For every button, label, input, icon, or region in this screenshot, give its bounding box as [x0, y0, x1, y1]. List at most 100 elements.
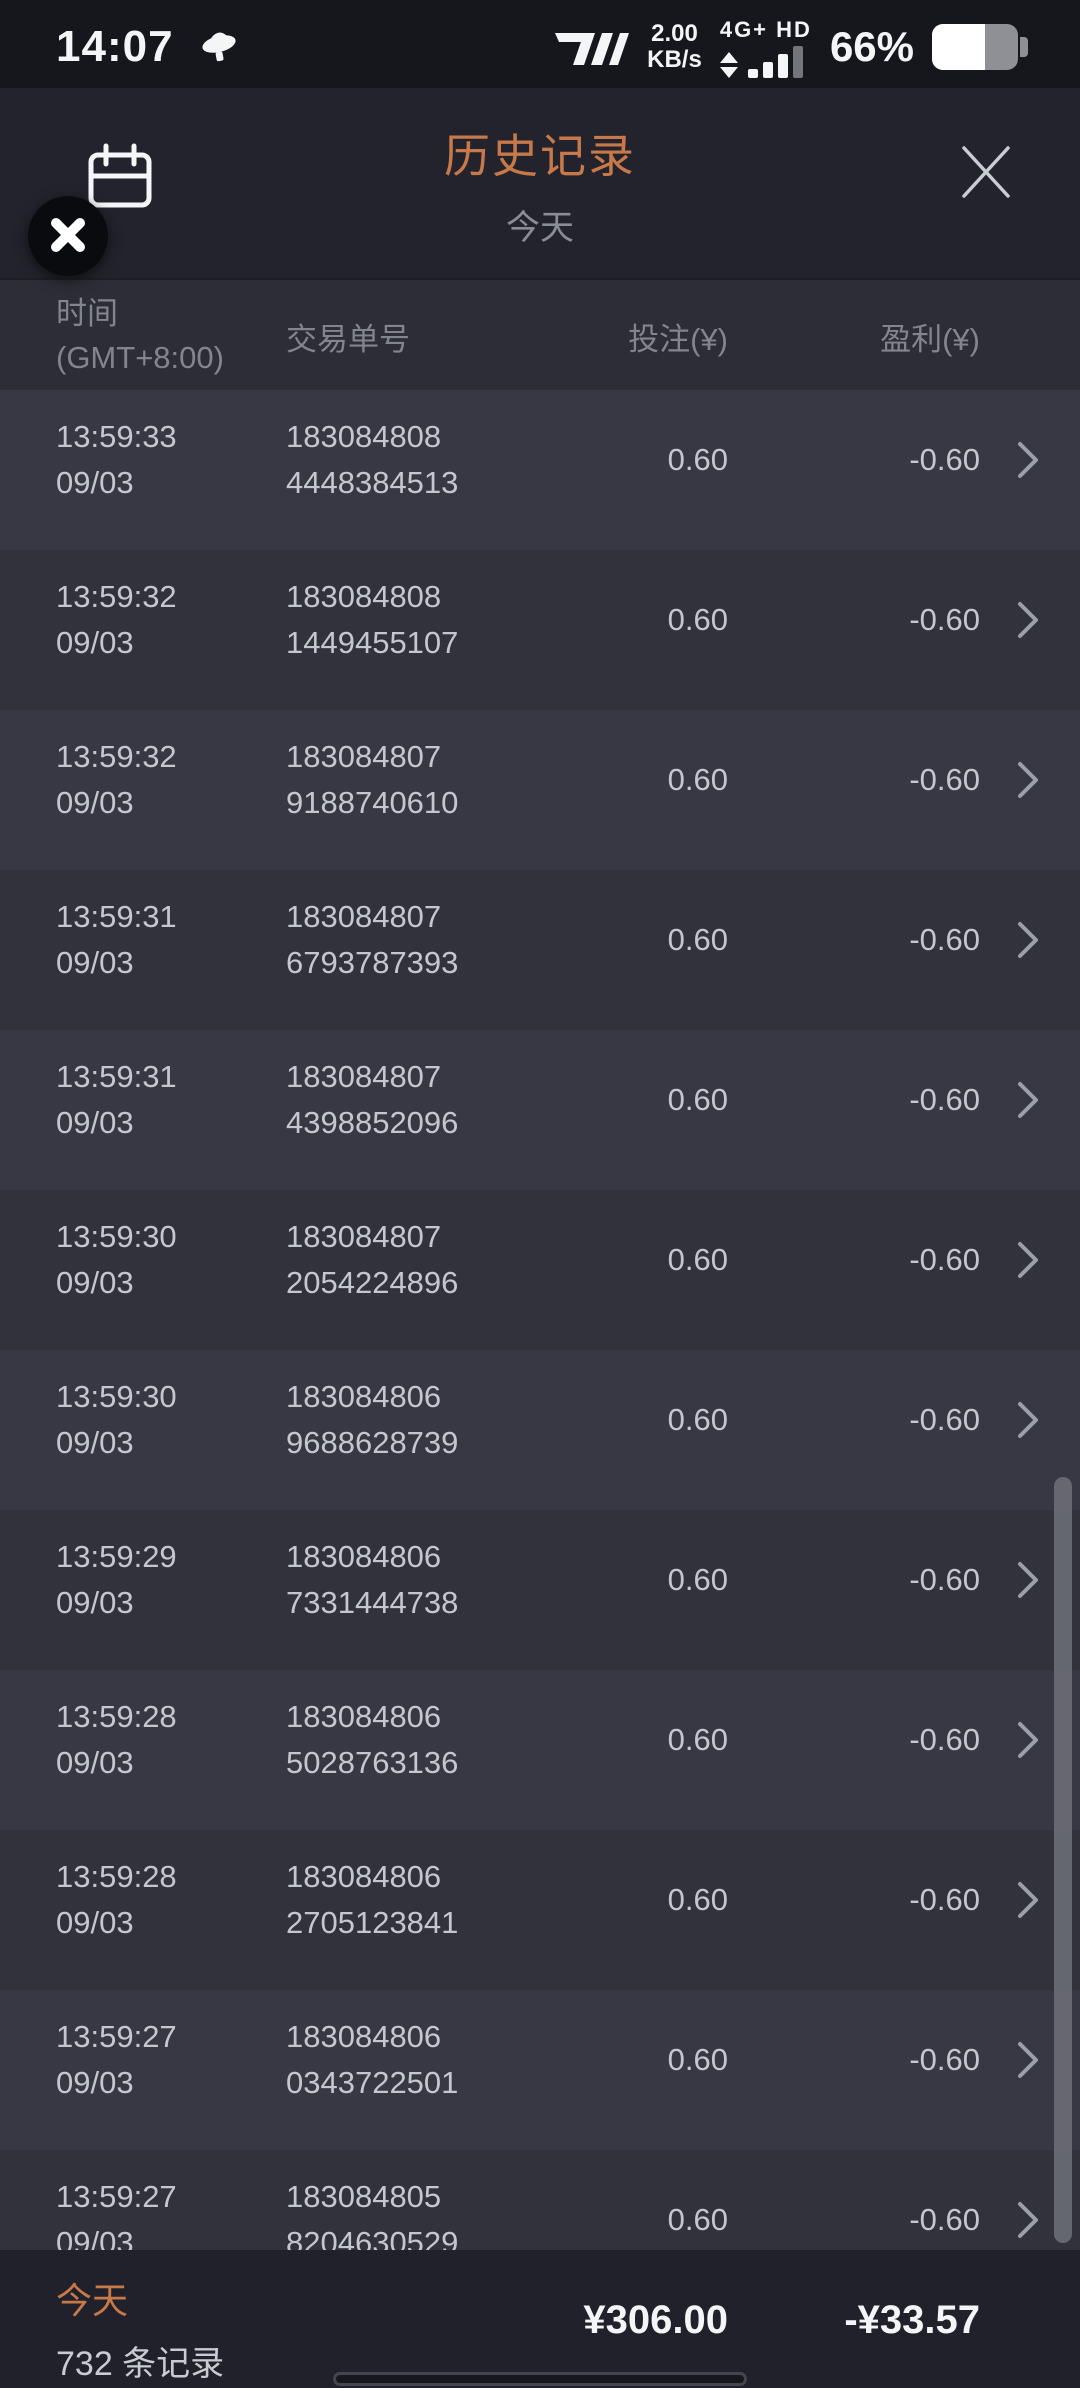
row-time: 13:59:32 09/03 [56, 739, 177, 820]
chevron-right-icon [980, 1214, 1040, 1306]
row-bet-amount: 0.60 [667, 602, 728, 637]
row-profit-amount: -0.60 [909, 762, 980, 797]
chevron-right-icon [980, 1054, 1040, 1146]
record-row[interactable]: 13:59:27 09/03 183084805 8204630529 0.60… [0, 2150, 1080, 2250]
chevron-right-icon [980, 1374, 1040, 1466]
close-button[interactable] [950, 136, 1022, 208]
row-bet-amount: 0.60 [667, 1082, 728, 1117]
row-order-number: 183084807 4398852096 [286, 1059, 459, 1140]
row-order-number: 183084806 9688628739 [286, 1379, 459, 1460]
row-order-number: 183084806 2705123841 [286, 1859, 459, 1940]
battery-percent: 66% [829, 23, 914, 70]
row-bet-amount: 0.60 [667, 922, 728, 957]
column-header-bet: 投注(¥) [628, 321, 728, 357]
row-order-number: 183084808 1449455107 [286, 579, 459, 660]
row-order-number: 183084807 9188740610 [286, 739, 459, 820]
row-time: 13:59:32 09/03 [56, 579, 177, 660]
record-row[interactable]: 13:59:28 09/03 183084806 2705123841 0.60… [0, 1830, 1080, 1990]
record-row[interactable]: 13:59:31 09/03 183084807 6793787393 0.60… [0, 870, 1080, 1030]
row-time: 13:59:27 09/03 [56, 2019, 177, 2100]
record-row[interactable]: 13:59:30 09/03 183084806 9688628739 0.60… [0, 1350, 1080, 1510]
chevron-right-icon [980, 574, 1040, 666]
row-order-number: 183084806 0343722501 [286, 2019, 459, 2100]
table-header: 时间 (GMT+8:00) 交易单号 投注(¥) 盈利(¥) [0, 278, 1080, 390]
row-time: 13:59:29 09/03 [56, 1539, 177, 1620]
chevron-right-icon [980, 894, 1040, 986]
record-row[interactable]: 13:59:33 09/03 183084808 4448384513 0.60… [0, 390, 1080, 550]
record-list: 13:59:33 09/03 183084808 4448384513 0.60… [0, 390, 1080, 2250]
row-order-number: 183084805 8204630529 [286, 2179, 459, 2250]
hd-label: HD [776, 16, 812, 42]
calendar-button[interactable] [84, 140, 156, 214]
row-order-number: 183084806 7331444738 [286, 1539, 459, 1620]
record-row[interactable]: 13:59:31 09/03 183084807 4398852096 0.60… [0, 1030, 1080, 1190]
row-order-number: 183084808 4448384513 [286, 419, 459, 500]
summary-day-label: 今天 [56, 2280, 129, 2321]
row-bet-amount: 0.60 [667, 1242, 728, 1277]
record-row[interactable]: 13:59:32 09/03 183084808 1449455107 0.60… [0, 550, 1080, 710]
record-row[interactable]: 13:59:29 09/03 183084806 7331444738 0.60… [0, 1510, 1080, 1670]
row-time: 13:59:31 09/03 [56, 1059, 177, 1140]
row-profit-amount: -0.60 [909, 1562, 980, 1597]
record-row[interactable]: 13:59:27 09/03 183084806 0343722501 0.60… [0, 1990, 1080, 2150]
row-time: 13:59:28 09/03 [56, 1699, 177, 1780]
floating-close-x-icon [50, 217, 86, 256]
home-indicator[interactable] [333, 2372, 747, 2386]
cellular-status: 4G+ HD [719, 16, 812, 78]
summary-bet-total: ¥306.00 [583, 2297, 728, 2342]
row-bet-amount: 0.60 [667, 442, 728, 477]
row-bet-amount: 0.60 [667, 1722, 728, 1757]
ufo-notification-icon [196, 24, 242, 71]
row-profit-amount: -0.60 [909, 922, 980, 957]
row-time: 13:59:30 09/03 [56, 1379, 177, 1460]
chevron-right-icon [980, 414, 1040, 506]
close-icon [950, 146, 1022, 211]
column-header-profit: 盈利(¥) [880, 321, 980, 357]
row-profit-amount: -0.60 [909, 2042, 980, 2077]
row-time: 13:59:33 09/03 [56, 419, 177, 500]
summary-bar: 今天 732 条记录 ¥306.00 -¥33.57 [0, 2250, 1080, 2388]
row-bet-amount: 0.60 [667, 1882, 728, 1917]
m-logo-icon [551, 17, 630, 78]
row-profit-amount: -0.60 [909, 602, 980, 637]
column-header-order: 交易单号 [286, 321, 410, 357]
page-subtitle: 今天 [506, 209, 574, 247]
row-profit-amount: -0.60 [909, 1882, 980, 1917]
row-bet-amount: 0.60 [667, 1562, 728, 1597]
row-profit-amount: -0.60 [909, 442, 980, 477]
chevron-right-icon [980, 1534, 1040, 1626]
record-row[interactable]: 13:59:32 09/03 183084807 9188740610 0.60… [0, 710, 1080, 870]
column-header-time: 时间 (GMT+8:00) [56, 296, 224, 375]
calendar-icon [84, 143, 156, 217]
network-type-label: 4G+ [719, 16, 769, 42]
summary-record-count: 732 条记录 [56, 2345, 225, 2383]
row-profit-amount: -0.60 [909, 2202, 980, 2237]
chevron-right-icon [980, 734, 1040, 826]
record-row[interactable]: 13:59:28 09/03 183084806 5028763136 0.60… [0, 1670, 1080, 1830]
signal-bars-icon [747, 45, 803, 78]
row-profit-amount: -0.60 [909, 1402, 980, 1437]
row-profit-amount: -0.60 [909, 1082, 980, 1117]
row-order-number: 183084807 2054224896 [286, 1219, 459, 1300]
chevron-right-icon [980, 2174, 1040, 2250]
chevron-right-icon [980, 1694, 1040, 1786]
record-row[interactable]: 13:59:30 09/03 183084807 2054224896 0.60… [0, 1190, 1080, 1350]
battery-icon [932, 24, 1028, 70]
row-time: 13:59:28 09/03 [56, 1859, 177, 1940]
row-time: 13:59:31 09/03 [56, 899, 177, 980]
floating-close-button[interactable] [28, 196, 108, 276]
status-bar: 14:07 2.00 KB/s [0, 0, 1080, 88]
network-speed: 2.00 KB/s [647, 20, 702, 73]
row-bet-amount: 0.60 [667, 2202, 728, 2237]
row-time: 13:59:27 09/03 [56, 2179, 177, 2250]
row-bet-amount: 0.60 [667, 1402, 728, 1437]
row-bet-amount: 0.60 [667, 2042, 728, 2077]
row-order-number: 183084807 6793787393 [286, 899, 459, 980]
clock: 14:07 [56, 22, 174, 71]
chevron-right-icon [980, 2014, 1040, 2106]
summary-profit-total: -¥33.57 [844, 2297, 980, 2342]
scrollbar[interactable] [1054, 1477, 1072, 2243]
data-updown-arrows-icon [719, 51, 738, 78]
chevron-right-icon [980, 1854, 1040, 1946]
